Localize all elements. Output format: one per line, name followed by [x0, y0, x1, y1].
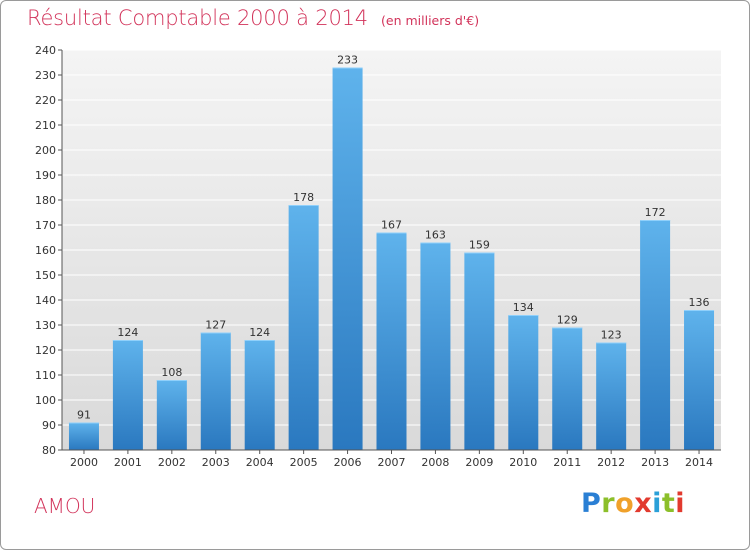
x-tick-label-2010: 2010	[509, 456, 537, 469]
value-label-2014: 136	[689, 296, 710, 309]
bar-2014	[684, 310, 715, 450]
y-tick-label: 220	[35, 94, 56, 107]
bar-2004	[244, 340, 275, 450]
chart-title-row: Résultat Comptable 2000 à 2014 (en milli…	[27, 6, 479, 30]
x-tick-label-2008: 2008	[421, 456, 449, 469]
value-label-2001: 124	[117, 326, 138, 339]
y-tick-label: 230	[35, 69, 56, 82]
y-tick-label: 210	[35, 119, 56, 132]
x-tick-label-2005: 2005	[290, 456, 318, 469]
x-tick-label-2011: 2011	[553, 456, 581, 469]
x-tick-label-2000: 2000	[70, 456, 98, 469]
bar-2010	[508, 315, 539, 450]
y-tick-label: 190	[35, 169, 56, 182]
bar-2007	[376, 232, 407, 450]
bar-2011	[552, 327, 583, 450]
y-tick-label: 110	[35, 369, 56, 382]
chart-subtitle: (en milliers d'€)	[381, 13, 480, 28]
y-tick-label: 90	[42, 419, 56, 432]
value-label-2004: 124	[249, 326, 270, 339]
value-label-2008: 163	[425, 229, 446, 242]
x-tick-label-2014: 2014	[685, 456, 713, 469]
y-tick-label: 170	[35, 219, 56, 232]
value-label-2010: 134	[513, 301, 534, 314]
y-tick-label: 240	[35, 44, 56, 57]
bar-2000	[68, 422, 99, 450]
x-tick-label-2004: 2004	[246, 456, 274, 469]
bar-2003	[200, 332, 231, 450]
value-label-2000: 91	[77, 409, 91, 422]
bar-2005	[288, 205, 319, 450]
value-label-2013: 172	[645, 206, 666, 219]
bar-2008	[420, 242, 451, 450]
y-tick-label: 140	[35, 294, 56, 307]
value-label-2011: 129	[557, 314, 578, 327]
y-tick-label: 80	[42, 444, 56, 457]
y-tick-label: 100	[35, 394, 56, 407]
bar-2006	[332, 67, 363, 450]
y-tick-label: 180	[35, 194, 56, 207]
bar-2001	[112, 340, 143, 450]
value-label-2003: 127	[205, 319, 226, 332]
x-tick-label-2012: 2012	[597, 456, 625, 469]
x-tick-label-2009: 2009	[465, 456, 493, 469]
value-label-2006: 233	[337, 54, 358, 67]
value-label-2005: 178	[293, 191, 314, 204]
y-tick-label: 130	[35, 319, 56, 332]
bar-2012	[596, 342, 627, 450]
y-tick-label: 120	[35, 344, 56, 357]
x-tick-label-2002: 2002	[158, 456, 186, 469]
commune-name: AMOU	[34, 494, 96, 518]
bar-2009	[464, 252, 495, 450]
bar-2013	[640, 220, 671, 450]
x-tick-label-2003: 2003	[202, 456, 230, 469]
proxiti-logo: Proxiti	[581, 488, 686, 519]
x-tick-label-2001: 2001	[114, 456, 142, 469]
value-label-2012: 123	[601, 329, 622, 342]
bar-2002	[156, 380, 187, 450]
value-label-2002: 108	[161, 366, 182, 379]
value-label-2007: 167	[381, 219, 402, 232]
chart-title: Résultat Comptable 2000 à 2014	[27, 6, 368, 30]
x-tick-label-2006: 2006	[334, 456, 362, 469]
value-label-2009: 159	[469, 239, 490, 252]
x-tick-label-2007: 2007	[378, 456, 406, 469]
x-tick-label-2013: 2013	[641, 456, 669, 469]
y-tick-label: 200	[35, 144, 56, 157]
y-tick-label: 160	[35, 244, 56, 257]
y-tick-label: 150	[35, 269, 56, 282]
